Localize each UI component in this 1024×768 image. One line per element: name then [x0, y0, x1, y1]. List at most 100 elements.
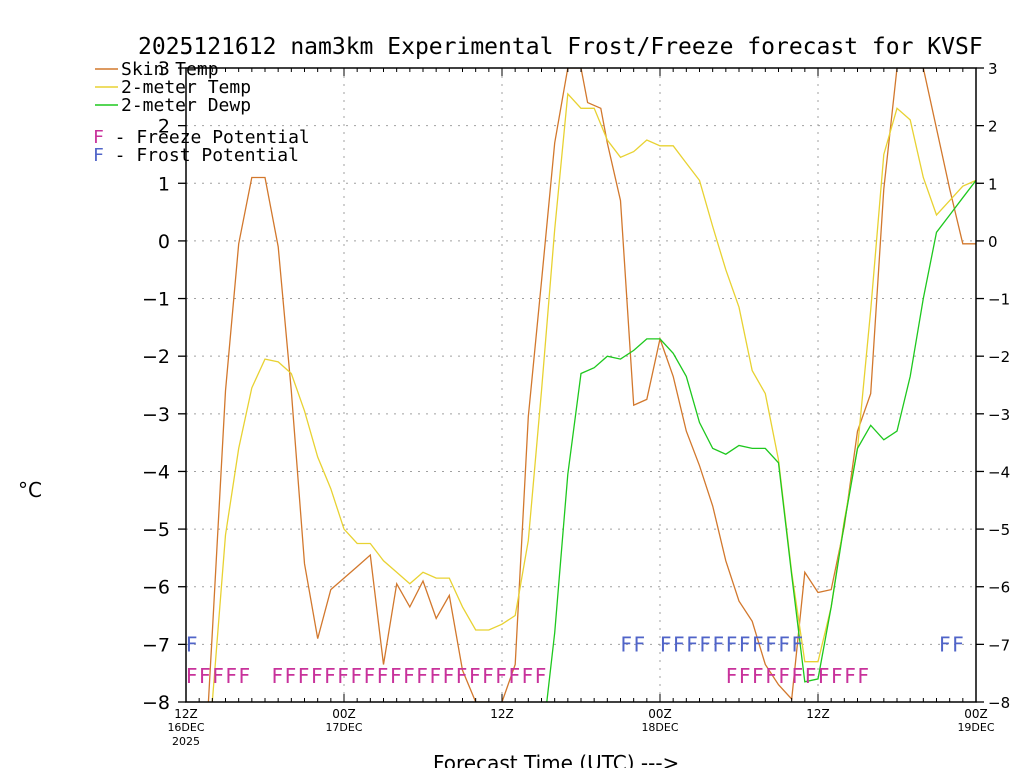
freeze-flag: F: [726, 664, 738, 688]
freeze-flag: F: [831, 664, 843, 688]
freeze-flag: F: [844, 664, 856, 688]
legend-label: - Freeze Potential: [93, 127, 310, 148]
frost-flag: F: [621, 632, 633, 656]
frost-flag: F: [660, 632, 672, 656]
freeze-flag: F: [858, 664, 870, 688]
frost-flag: F: [939, 632, 951, 656]
y-tick-label-right: −4: [988, 463, 1010, 481]
y-tick-label-left: −4: [142, 461, 170, 483]
legend-label: - Frost Potential: [93, 145, 299, 166]
frost-flag: F: [739, 632, 751, 656]
y-tick-label-left: 0: [158, 231, 170, 253]
x-tick-label: 00Z: [648, 707, 672, 721]
series-line-2-meter-dewp: [546, 180, 976, 702]
y-tick-label-left: −1: [142, 289, 170, 311]
frost-flag: F: [673, 632, 685, 656]
plot-frame: [185, 67, 977, 703]
freeze-flag: F: [456, 664, 468, 688]
y-tick-label-right: −2: [988, 348, 1010, 366]
freeze-flag: F: [186, 664, 198, 688]
freeze-flag: F: [337, 664, 349, 688]
legend-label: 2-meter Dewp: [121, 95, 251, 116]
frost-flag: F: [713, 632, 725, 656]
freeze-flag: F: [226, 664, 238, 688]
frost-flag: F: [792, 632, 804, 656]
x-tick-date: 19DEC: [957, 721, 994, 734]
chart-title: 2025121612 nam3km Experimental Frost/Fre…: [138, 34, 983, 60]
freeze-flag: F: [765, 664, 777, 688]
y-tick-label-left: −3: [142, 404, 170, 426]
y-tick-label-left: −6: [142, 577, 170, 599]
freeze-flag: F: [199, 664, 211, 688]
series-layer: [207, 68, 976, 702]
x-tick-label: 12Z: [806, 707, 830, 721]
freeze-flag: F: [509, 664, 521, 688]
frost-flag: F: [700, 632, 712, 656]
y-tick-label-left: −5: [142, 519, 170, 541]
y-tick-label-right: 2: [988, 118, 998, 136]
y-tick-label-left: −8: [142, 692, 170, 714]
frost-flag: F: [726, 632, 738, 656]
frost-flag: F: [186, 632, 198, 656]
axes: −8 −8 −7 −7 −6 −6 −5 −5 −4 −4 −3 −3 −2 −2 −1 −1 0 0 1 1 2 2 3 3…: [142, 58, 1010, 748]
y-tick-label-right: −8: [988, 694, 1010, 712]
frost-flag: F: [952, 632, 964, 656]
y-tick-label-right: −6: [988, 579, 1010, 597]
freeze-flag: F: [272, 664, 284, 688]
potential-flags: F F F F F F F F F F F F F F F F F F F F F F F F F F F F F F F F F F F F FF F F…: [186, 632, 964, 688]
freeze-flag: F: [390, 664, 402, 688]
freeze-flag: F: [443, 664, 455, 688]
freeze-flag: F: [351, 664, 363, 688]
grid-lines: [186, 68, 976, 702]
y-tick-label-right: −3: [988, 406, 1010, 424]
freeze-flag: F: [430, 664, 442, 688]
freeze-flag: F: [324, 664, 336, 688]
y-tick-label-left: −2: [142, 346, 170, 368]
frost-flag: F: [752, 632, 764, 656]
x-tick-year: 2025: [172, 735, 200, 748]
y-tick-label-right: −7: [988, 636, 1010, 654]
x-tick-date: 18DEC: [641, 721, 678, 734]
frost-flag: F: [765, 632, 777, 656]
freeze-flag: F: [535, 664, 547, 688]
frost-flag: F: [686, 632, 698, 656]
freeze-flag: F: [522, 664, 534, 688]
freeze-flag: F: [298, 664, 310, 688]
freeze-flag: F: [482, 664, 494, 688]
frost-flag: F: [634, 632, 646, 656]
freeze-flag: F: [779, 664, 791, 688]
y-tick-label-right: −1: [988, 291, 1010, 309]
x-tick-label: 12Z: [490, 707, 514, 721]
legend-f-glyph: F: [93, 145, 104, 166]
series-line-skin-temp: [207, 68, 976, 702]
x-tick-label: 12Z: [174, 707, 198, 721]
y-tick-label-left: 1: [158, 173, 170, 195]
y-axis-label: °C: [18, 478, 42, 502]
freeze-flag: F: [239, 664, 251, 688]
freeze-flag: F: [285, 664, 297, 688]
x-tick-date: 17DEC: [325, 721, 362, 734]
freeze-flag: F: [416, 664, 428, 688]
freeze-flag: F: [752, 664, 764, 688]
y-tick-label-right: 3: [988, 60, 998, 78]
y-tick-label-left: 2: [158, 116, 170, 138]
freeze-flag: F: [311, 664, 323, 688]
x-axis-label: Forecast Time (UTC) --->: [433, 751, 679, 768]
freeze-flag: F: [818, 664, 830, 688]
freeze-flag: F: [495, 664, 507, 688]
legend-f-glyph: F: [93, 127, 104, 148]
y-tick-label-right: 0: [988, 233, 998, 251]
freeze-flag: F: [364, 664, 376, 688]
frost-flag: F: [779, 632, 791, 656]
x-tick-label: 00Z: [332, 707, 356, 721]
y-tick-label-left: 3: [158, 58, 170, 80]
freeze-flag: F: [805, 664, 817, 688]
freeze-flag: F: [212, 664, 224, 688]
x-tick-label: 00Z: [964, 707, 988, 721]
legend-label: Skin Temp: [121, 59, 219, 80]
freeze-flag: F: [792, 664, 804, 688]
legend-label: 2-meter Temp: [121, 77, 251, 98]
freeze-flag: F: [377, 664, 389, 688]
